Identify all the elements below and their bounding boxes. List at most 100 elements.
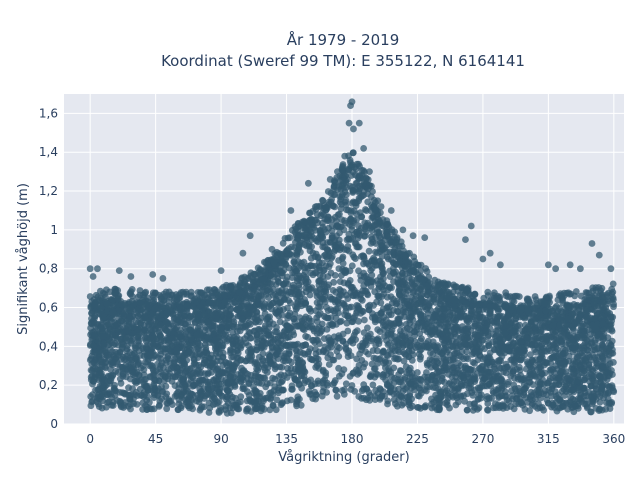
scatter-point [424,377,431,384]
scatter-point [575,374,582,381]
scatter-point [296,273,303,280]
scatter-point [243,408,250,415]
scatter-point [394,356,401,363]
scatter-point [182,334,189,341]
scatter-point [480,356,487,363]
scatter-point [324,246,331,253]
scatter-point [336,241,343,248]
scatter-point [540,358,547,365]
scatter-point [87,393,94,400]
scatter-point [345,353,352,360]
scatter-point [364,280,371,287]
scatter-point [319,220,326,227]
scatter-point [236,375,243,382]
scatter-point [323,389,330,396]
scatter-point [338,318,345,325]
scatter-point [347,373,354,380]
scatter-point [173,346,180,353]
scatter-point [369,223,376,230]
scatter-point [354,327,361,334]
scatter-point [575,352,582,359]
scatter-point [204,379,211,386]
scatter-point [357,277,364,284]
scatter-point [330,287,337,294]
scatter-point [263,328,270,335]
scatter-point [451,315,458,322]
scatter-point [430,296,437,303]
scatter-point [269,391,276,398]
scatter-point [96,403,103,410]
scatter-point [460,355,467,362]
scatter-point [230,404,237,411]
scatter-point [220,354,227,361]
scatter-point [434,369,441,376]
scatter-point [464,390,471,397]
scatter-point [342,199,349,206]
scatter-point [151,353,158,360]
scatter-point [387,369,394,376]
scatter-point [259,356,266,363]
scatter-point [210,355,217,362]
scatter-point [599,341,606,348]
scatter-point [282,350,289,357]
scatter-point [556,336,563,343]
scatter-point [306,388,313,395]
scatter-point [557,405,564,412]
scatter-point [285,357,292,364]
scatter-point [390,269,397,276]
chart-title-line-1: År 1979 - 2019 [287,30,400,49]
scatter-point [176,396,183,403]
scatter-point [189,383,196,390]
scatter-point [194,331,201,338]
scatter-point [284,374,291,381]
scatter-point [137,343,144,350]
scatter-point [117,349,124,356]
scatter-point [485,342,492,349]
scatter-point [298,373,305,380]
scatter-point [175,389,182,396]
scatter-point [315,255,322,262]
scatter-point [452,402,459,409]
scatter-point [366,389,373,396]
scatter-point [221,336,228,343]
scatter-point [237,327,244,334]
scatter-point [210,401,217,408]
scatter-point [467,379,474,386]
scatter-point [265,364,272,371]
scatter-point [88,402,95,409]
scatter-point [360,260,367,267]
scatter-point [92,313,99,320]
scatter-point [365,351,372,358]
scatter-point [509,343,516,350]
scatter-point [602,351,609,358]
scatter-point [310,263,317,270]
scatter-point [302,341,309,348]
scatter-point [227,312,234,319]
scatter-point [581,331,588,338]
scatter-point [393,390,400,397]
scatter-point [373,299,380,306]
scatter-point [391,379,398,386]
scatter-point [412,296,419,303]
scatter-point [603,399,610,406]
scatter-point [208,369,215,376]
scatter-point [332,387,339,394]
scatter-point [529,341,536,348]
scatter-point [433,322,440,329]
scatter-point [390,259,397,266]
scatter-point [211,323,218,330]
scatter-point [484,373,491,380]
scatter-point [353,229,360,236]
scatter-point [218,344,225,351]
scatter-point [261,305,268,312]
scatter-point [471,360,478,367]
scatter-point [483,396,490,403]
scatter-point [501,383,508,390]
scatter-point [346,248,353,255]
scatter-point [521,386,528,393]
scatter-point [100,333,107,340]
scatter-point [231,334,238,341]
scatter-point [339,191,346,198]
scatter-point [355,222,362,229]
scatter-point [610,387,617,394]
